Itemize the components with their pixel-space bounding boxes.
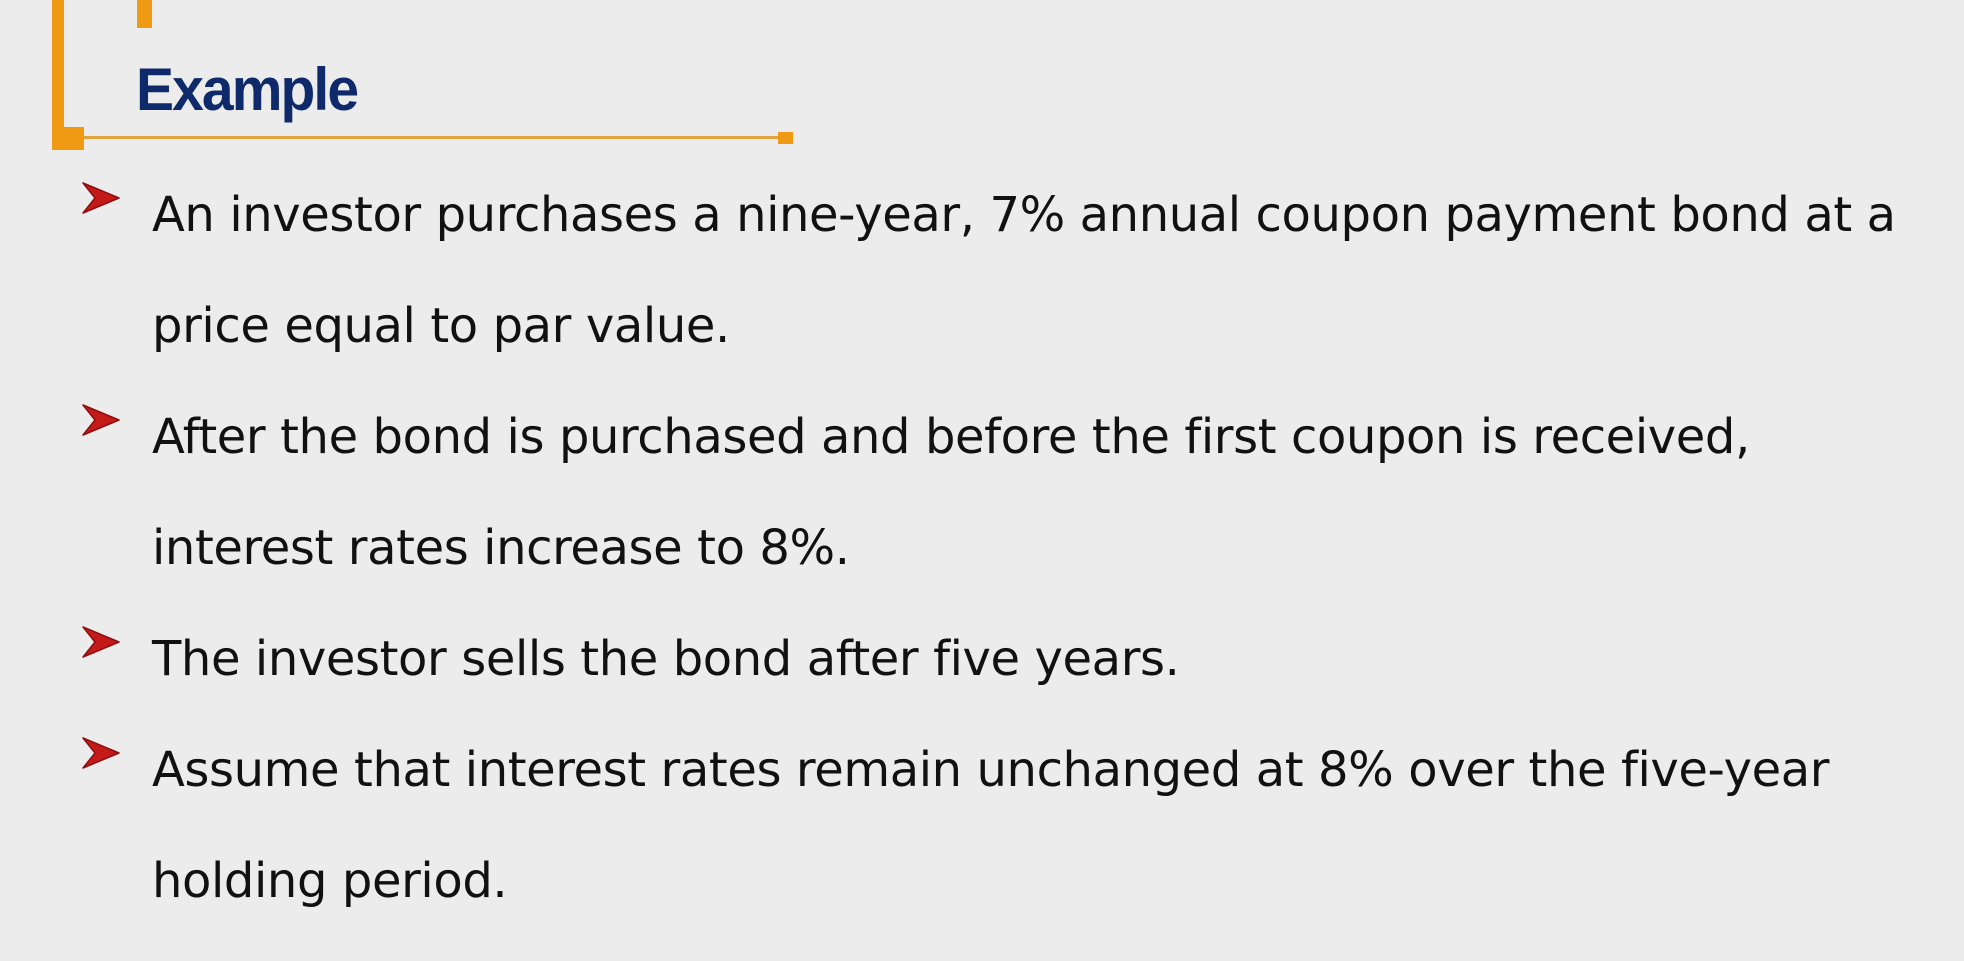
slide-title: Example bbox=[136, 56, 359, 123]
title-underline bbox=[84, 136, 782, 139]
bullet-text: Assume that interest rates remain unchan… bbox=[152, 742, 1830, 909]
title-accent-bar bbox=[52, 0, 64, 150]
bullet-text: An investor purchases a nine-year, 7% an… bbox=[152, 187, 1896, 354]
title-accent-corner bbox=[52, 127, 84, 150]
arrow-right-icon bbox=[82, 626, 120, 658]
arrow-right-icon bbox=[82, 182, 120, 214]
title-accent-tab bbox=[137, 0, 152, 28]
bullet-text: The investor sells the bond after five y… bbox=[152, 631, 1180, 687]
bullet-text: After the bond is purchased and before t… bbox=[152, 409, 1750, 576]
title-underline-end bbox=[778, 132, 793, 144]
arrow-right-icon bbox=[82, 737, 120, 769]
arrow-right-icon bbox=[82, 404, 120, 436]
